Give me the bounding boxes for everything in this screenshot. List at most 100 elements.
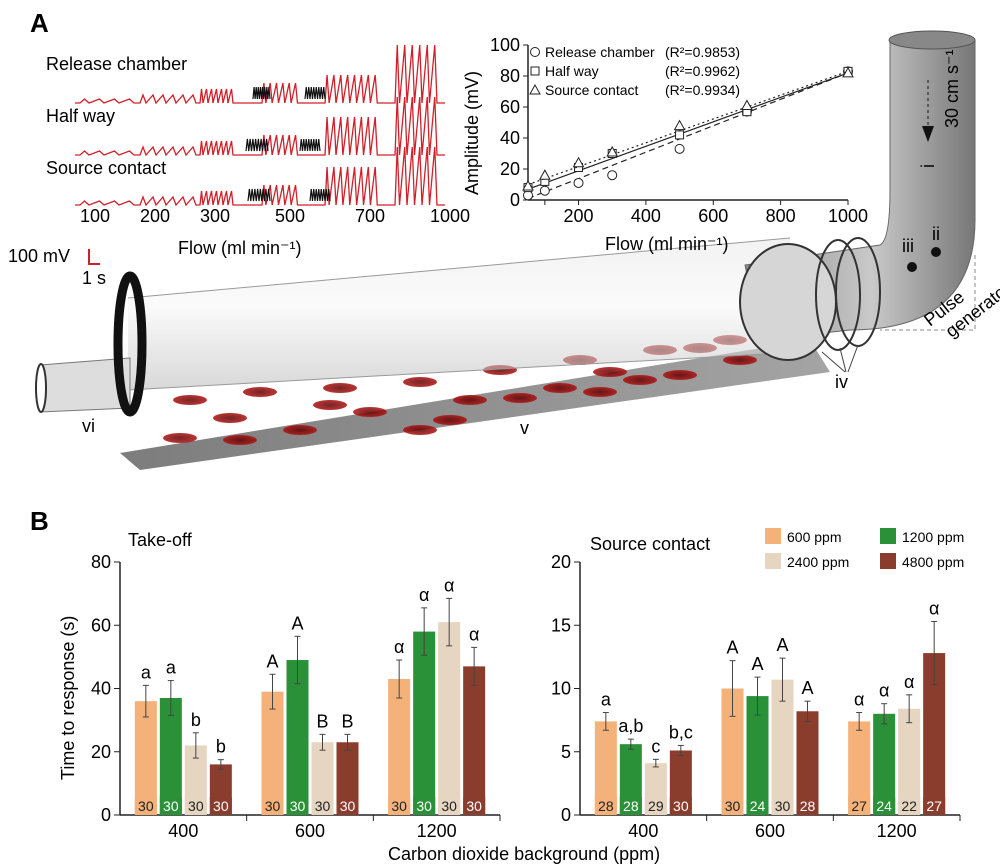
significance-letter: α <box>469 624 479 644</box>
significance-letter: a <box>166 658 177 678</box>
amplitude-y-tick-label: 40 <box>500 128 520 148</box>
data-point-square <box>675 130 685 140</box>
trace-tick-label: 200 <box>140 206 170 226</box>
takeoff-title: Take-off <box>128 530 193 550</box>
amplitude-x-tick-label: 1000 <box>828 206 868 226</box>
legend-r2: (R²=0.9962) <box>665 63 740 79</box>
odour-spot <box>223 435 257 445</box>
bar <box>438 622 461 815</box>
n-background <box>413 797 436 814</box>
sample-size-label: 28 <box>623 798 639 814</box>
data-point-triangle <box>673 119 686 131</box>
scale-bar-s: 1 s <box>82 268 106 288</box>
significance-letter: B <box>316 711 328 731</box>
bar <box>746 696 769 815</box>
trace-row-label-release: Release chamber <box>46 54 187 74</box>
odour-spot <box>213 413 247 423</box>
odour-spot <box>593 367 627 377</box>
bar <box>463 666 486 815</box>
significance-letter: α <box>419 585 429 605</box>
pid-overlay-trace <box>304 86 326 100</box>
n-background <box>438 797 461 814</box>
odour-spot <box>163 433 197 443</box>
significance-letter: a <box>141 662 152 682</box>
significance-letter: A <box>726 638 738 658</box>
n-background <box>923 797 946 814</box>
data-point-circle <box>674 143 685 154</box>
n-background <box>746 797 769 814</box>
sample-size-label: 29 <box>648 798 664 814</box>
bar <box>311 742 334 815</box>
legend-label: 600 ppm <box>787 529 841 545</box>
significance-letter: α <box>394 637 404 657</box>
n-background <box>619 797 642 814</box>
legend-marker-square <box>530 66 540 76</box>
odour-spot <box>663 370 697 380</box>
legend-swatch <box>765 528 781 544</box>
bar-y-tick-label: 80 <box>91 552 111 572</box>
n-background <box>311 797 334 814</box>
sample-size-label: 22 <box>901 798 917 814</box>
trace-tick-label: 300 <box>200 206 230 226</box>
odour-spot <box>353 407 387 417</box>
amplitude-y-tick-label: 60 <box>500 97 520 117</box>
significance-letter: c <box>651 736 660 756</box>
bar <box>413 631 436 815</box>
data-point-triangle <box>522 180 534 191</box>
significance-letter: A <box>776 635 788 655</box>
bar-y-tick-label: 10 <box>551 679 571 699</box>
pid-overlay-trace <box>245 138 269 152</box>
fit-line <box>527 72 849 200</box>
data-point-circle <box>539 185 550 196</box>
bar-category-label: 1200 <box>417 821 457 841</box>
amplitude-legend: Release chamber (R²=0.9853) Half way (R²=0.… <box>529 44 740 98</box>
bar <box>286 660 309 815</box>
bar <box>923 653 946 815</box>
sample-size-label: 30 <box>673 798 689 814</box>
n-background <box>286 797 309 814</box>
bar <box>848 721 871 815</box>
significance-letter: A <box>751 654 763 674</box>
label-i: i <box>918 164 938 168</box>
sample-size-label: 28 <box>800 798 816 814</box>
data-point-triangle <box>741 99 753 110</box>
significance-letter: a <box>601 690 612 710</box>
tunnel-pipe <box>128 238 800 390</box>
amplitude-x-tick-label: 400 <box>631 206 661 226</box>
sample-size-label: 28 <box>598 798 614 814</box>
legend-label: 1200 ppm <box>902 529 964 545</box>
n-background <box>848 797 871 814</box>
n-background <box>644 797 667 814</box>
source-contact-bar-chart: Source contact 600 ppm 1200 ppm 2400 ppm 48… <box>551 528 964 841</box>
legend-series-name: Release chamber <box>545 44 655 60</box>
sample-size-label: 30 <box>188 798 204 814</box>
bar-category-label: 400 <box>168 821 198 841</box>
label-iv: iv <box>835 372 848 392</box>
data-point-circle <box>573 177 584 188</box>
odour-spot <box>283 425 317 435</box>
significance-letter: b <box>191 710 201 730</box>
shared-xlabel: Carbon dioxide background (ppm) <box>388 844 660 864</box>
sample-size-label: 24 <box>750 798 766 814</box>
bar-y-tick-label: 5 <box>561 742 571 762</box>
odour-spot <box>323 383 357 393</box>
bar-y-tick-label: 20 <box>91 742 111 762</box>
data-point-triangle <box>842 66 854 78</box>
amplitude-y-tick-label: 80 <box>500 66 520 86</box>
legend-marker-circle <box>530 47 540 57</box>
label-v: v <box>520 418 529 438</box>
takeoff-bar-chart: Take-off Time to response (s) 0 20 40 60 80 4… <box>58 530 501 841</box>
bar-y-tick-label: 0 <box>561 805 571 825</box>
significance-letter: a,b <box>618 716 643 736</box>
bar <box>721 688 744 815</box>
data-point-triangle <box>606 145 619 157</box>
sample-size-label: 30 <box>725 798 741 814</box>
amplitude-y-tick-label: 100 <box>490 35 520 55</box>
amplitude-xlabel: Flow (ml min⁻¹) <box>605 234 729 254</box>
amplitude-y-tick-label: 20 <box>500 159 520 179</box>
legend-r2: (R²=0.9934) <box>665 82 740 98</box>
bar <box>159 697 182 815</box>
legend-marker-triangle <box>529 83 541 95</box>
odour-spot <box>173 395 207 405</box>
amplitude-x-tick-label: 800 <box>766 206 796 226</box>
